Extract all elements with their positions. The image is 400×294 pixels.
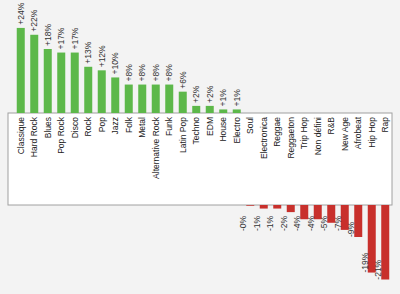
value-label: -5% bbox=[319, 215, 329, 231]
category-label: Alternative Rock bbox=[151, 116, 161, 179]
bar bbox=[152, 85, 160, 113]
bar bbox=[125, 85, 133, 113]
category-label: Latin Pop bbox=[178, 117, 188, 153]
bar bbox=[206, 106, 214, 113]
bar bbox=[192, 106, 200, 113]
chart: Classique +24% Hard Rock +22% Blues +18% Pop R… bbox=[0, 0, 400, 294]
category-label: Reggaeton bbox=[286, 117, 296, 159]
value-label: -4% bbox=[306, 215, 316, 231]
value-label: -0% bbox=[238, 215, 248, 231]
bar bbox=[17, 28, 25, 113]
value-label: +17% bbox=[56, 27, 66, 49]
value-label: +6% bbox=[178, 71, 188, 89]
value-label: +2% bbox=[205, 85, 215, 103]
category-label: Soul bbox=[245, 117, 255, 134]
value-label: +1% bbox=[232, 89, 242, 107]
category-label: Hip Hop bbox=[367, 117, 377, 148]
bars bbox=[17, 28, 390, 280]
category-label: Reggae bbox=[272, 117, 282, 147]
category-label: Jazz bbox=[110, 117, 120, 134]
bar bbox=[273, 205, 281, 209]
bar bbox=[233, 109, 241, 113]
bar bbox=[179, 92, 187, 113]
category-label: Trip Hop bbox=[299, 117, 309, 150]
bar bbox=[98, 70, 106, 113]
bar bbox=[260, 205, 268, 209]
category-label: New Age bbox=[340, 117, 350, 151]
value-label: +10% bbox=[110, 52, 120, 74]
category-label: Disco bbox=[70, 117, 80, 139]
bar bbox=[44, 49, 52, 113]
category-label: Rap bbox=[380, 117, 390, 133]
bar bbox=[287, 205, 295, 212]
category-label: Folk bbox=[124, 116, 134, 133]
value-label: -1% bbox=[265, 215, 275, 231]
category-label: Classique bbox=[16, 117, 26, 155]
value-label: +2% bbox=[191, 85, 201, 103]
category-label: House bbox=[218, 117, 228, 142]
value-label: +13% bbox=[83, 41, 93, 63]
value-label: +22% bbox=[29, 9, 39, 31]
value-label: +17% bbox=[70, 27, 80, 49]
value-label: +8% bbox=[164, 64, 174, 82]
bar bbox=[71, 53, 79, 113]
category-label: Rock bbox=[83, 116, 93, 136]
category-label: EDM bbox=[205, 117, 215, 136]
bar bbox=[246, 205, 254, 207]
category-label: Afrobeat bbox=[353, 116, 363, 149]
value-label: +1% bbox=[218, 89, 228, 107]
value-label: +8% bbox=[124, 64, 134, 82]
category-label: Electro bbox=[232, 117, 242, 144]
labels: Classique +24% Hard Rock +22% Blues +18% Pop R… bbox=[16, 2, 391, 279]
bar bbox=[138, 85, 146, 113]
bar bbox=[111, 77, 119, 113]
category-label: Hard Rock bbox=[29, 116, 39, 157]
bar bbox=[30, 35, 38, 113]
value-label: -9% bbox=[346, 221, 356, 237]
bar bbox=[219, 109, 227, 113]
category-label: R&B bbox=[326, 117, 336, 135]
value-label: +8% bbox=[151, 64, 161, 82]
category-label: Pop Rock bbox=[56, 116, 66, 154]
bar bbox=[57, 53, 65, 113]
value-label: -2% bbox=[279, 215, 289, 231]
category-label: Electronica bbox=[259, 117, 269, 159]
value-label: -1% bbox=[252, 215, 262, 231]
value-label: +24% bbox=[16, 2, 26, 24]
value-label: -4% bbox=[292, 215, 302, 231]
bar bbox=[84, 67, 92, 113]
value-label: +12% bbox=[97, 45, 107, 67]
category-label: Metal bbox=[137, 117, 147, 138]
category-label: Blues bbox=[43, 117, 53, 138]
value-label: +18% bbox=[43, 24, 53, 46]
category-label: Techno bbox=[191, 117, 201, 145]
category-label: Funk bbox=[164, 116, 174, 136]
label-band bbox=[8, 113, 392, 205]
value-label: -21% bbox=[373, 259, 383, 279]
category-label: Pop bbox=[97, 117, 107, 132]
bar bbox=[165, 85, 173, 113]
value-label: +8% bbox=[137, 64, 147, 82]
value-label: -7% bbox=[333, 215, 343, 231]
category-label: Non défini bbox=[313, 117, 323, 155]
value-label: -19% bbox=[360, 252, 370, 272]
